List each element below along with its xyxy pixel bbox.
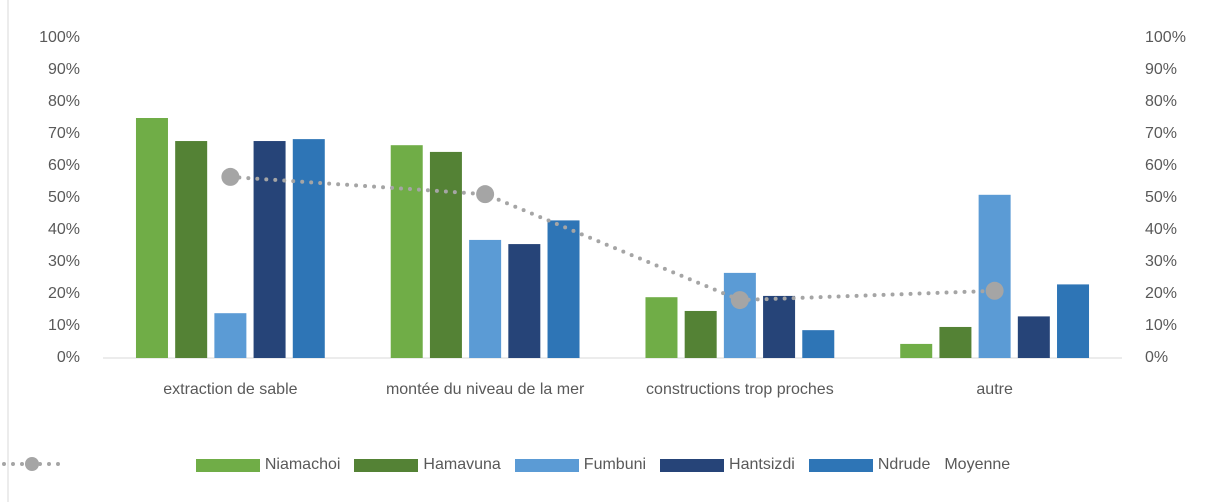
- bar: [508, 244, 541, 358]
- bar: [900, 343, 933, 358]
- x-tick-label: constructions trop proches: [646, 381, 834, 398]
- y-tick-label: 40%: [48, 221, 80, 238]
- legend-label: Fumbuni: [583, 456, 647, 473]
- bar: [175, 141, 208, 358]
- bar: [723, 272, 756, 358]
- bar: [978, 194, 1011, 358]
- legend-item: Hantsizdi: [660, 456, 795, 474]
- bar: [292, 139, 325, 358]
- y2-tick-label: 20%: [1145, 285, 1177, 302]
- bar: [253, 141, 286, 358]
- y-tick-label: 0%: [57, 349, 80, 366]
- bar: [390, 145, 423, 358]
- y-tick-label: 10%: [48, 317, 80, 334]
- legend-item: Ndrude: [808, 456, 931, 474]
- y2-tick-label: 30%: [1145, 253, 1177, 270]
- legend-label: Moyenne: [944, 456, 1011, 473]
- y-tick-label: 90%: [48, 61, 80, 78]
- legend-item: Hamavuna: [354, 456, 501, 474]
- y-tick-label: 70%: [48, 125, 80, 142]
- bar: [763, 295, 796, 358]
- bar: [469, 239, 502, 358]
- legend-item: Moyenne: [2, 456, 1011, 474]
- y2-tick-label: 70%: [1145, 125, 1177, 142]
- y-tick-label: 60%: [48, 157, 80, 174]
- y-tick-label: 80%: [48, 93, 80, 110]
- bar: [429, 151, 462, 358]
- line: [228, 174, 997, 303]
- x-tick-label: autre: [976, 381, 1013, 398]
- line-marker: [985, 281, 1004, 300]
- legend-label: Ndrude: [877, 456, 931, 473]
- x-tick-label: montée du niveau de la mer: [385, 381, 585, 398]
- y2-tick-label: 40%: [1145, 221, 1177, 238]
- line-marker: [730, 291, 749, 310]
- y-tick-label: 20%: [48, 285, 80, 302]
- legend-label: Niamachoi: [264, 456, 341, 473]
- bar: [1017, 316, 1050, 358]
- y2-tick-label: 10%: [1145, 317, 1177, 334]
- legend-item: Niamachoi: [195, 456, 341, 474]
- legend-marker: [25, 457, 39, 471]
- line-marker: [221, 167, 240, 186]
- y2-tick-label: 100%: [1145, 29, 1186, 46]
- bar: [645, 297, 678, 358]
- legend-swatch: [808, 458, 873, 472]
- legend-label: Hantsizdi: [729, 456, 795, 473]
- y2-tick-label: 60%: [1145, 157, 1177, 174]
- legend-item: Fumbuni: [514, 456, 647, 474]
- bar: [802, 330, 835, 358]
- legend-label: Hamavuna: [423, 456, 501, 473]
- bar: [684, 310, 717, 358]
- bar: [547, 220, 580, 358]
- y-tick-label: 30%: [48, 253, 80, 270]
- bar: [1057, 284, 1090, 358]
- y-tick-label: 100%: [39, 29, 80, 46]
- y-tick-label: 50%: [48, 189, 80, 206]
- y2-tick-label: 0%: [1145, 349, 1168, 366]
- legend-swatch: [354, 458, 419, 472]
- legend-swatch: [195, 458, 260, 472]
- legend: Niamachoi Hamavuna Fumbuni Hantsizdi Ndrude M…: [0, 456, 1206, 474]
- x-tick-label: extraction de sable: [163, 381, 298, 398]
- legend-swatch: [514, 458, 579, 472]
- line-marker: [476, 185, 495, 204]
- y2-tick-label: 80%: [1145, 93, 1177, 110]
- bar: [214, 313, 247, 358]
- legend-swatch: [2, 457, 62, 471]
- bar: [135, 118, 168, 358]
- legend-swatch: [660, 458, 725, 472]
- y2-tick-label: 90%: [1145, 61, 1177, 78]
- y2-tick-label: 50%: [1145, 189, 1177, 206]
- bar: [939, 326, 972, 358]
